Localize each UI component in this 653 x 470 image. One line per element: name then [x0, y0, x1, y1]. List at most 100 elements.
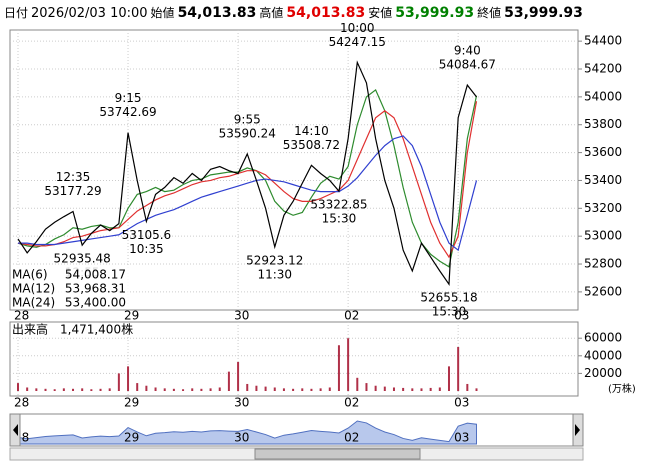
volume-bar — [200, 388, 203, 391]
navigator-label: 30 — [234, 431, 249, 445]
y-tick-label: 53200 — [584, 201, 622, 215]
volume-bar — [273, 387, 276, 391]
annotation-time: 12:35 — [56, 170, 91, 184]
volume-bar — [475, 388, 478, 391]
volume-title: 出来高 1,471,400株 — [12, 322, 133, 337]
ma-line — [18, 135, 478, 252]
volume-bar — [246, 383, 249, 391]
volume-bar — [117, 373, 120, 391]
y-tick-label: 60000 — [584, 331, 622, 345]
volume-bar — [347, 338, 350, 391]
volume-bar — [237, 361, 240, 391]
y-tick-label: 53400 — [584, 173, 622, 187]
price-line — [17, 60, 477, 286]
legend-value: 53,968.31 — [65, 282, 126, 296]
volume-bar — [191, 388, 194, 391]
volume-bar — [264, 386, 267, 391]
navigator-label: 29 — [124, 431, 139, 445]
volume-bar — [127, 366, 130, 391]
volume-bar — [53, 389, 56, 391]
volume-bar — [282, 388, 285, 391]
legend-name: MA(24) — [12, 296, 55, 310]
volume-bar — [35, 388, 38, 391]
header-label: 日付 — [4, 6, 29, 20]
volume-bar — [301, 388, 304, 391]
annotation-time: 9:55 — [234, 112, 261, 126]
ma-line — [17, 88, 478, 268]
header-value: 54,013.83 — [177, 5, 257, 21]
volume-bar — [26, 387, 29, 391]
volume-bar — [310, 388, 313, 391]
x-tick-label: 02 — [344, 396, 359, 410]
volume-bar — [420, 388, 423, 391]
y-tick-label: 52600 — [584, 284, 622, 298]
header-value: 2026/02/03 10:00 — [31, 6, 148, 21]
annotation-time: 10:00 — [340, 21, 375, 35]
annotation-time: 9:40 — [454, 44, 481, 58]
x-tick-label: 28 — [14, 309, 29, 323]
volume-bar — [429, 387, 432, 391]
y-tick-label: 54400 — [584, 34, 622, 48]
volume-bar — [466, 383, 469, 391]
header-value: 53,999.93 — [504, 5, 583, 21]
y-tick-label: 53800 — [584, 117, 622, 131]
volume-bar — [402, 387, 405, 391]
header: 日付 2026/02/03 10:00 始値 54,013.83 高値 54,013.83… — [4, 0, 586, 26]
nav-left-arrow — [13, 424, 18, 436]
volume-bar — [209, 388, 212, 391]
ma-line — [17, 101, 478, 259]
annotation-value: 53177.29 — [44, 184, 101, 198]
volume-bar — [411, 388, 414, 391]
annotation-value: 52935.48 — [54, 252, 111, 266]
nav-right-arrow — [575, 424, 580, 436]
volume-bar — [328, 387, 331, 391]
annotation-value: 54247.15 — [329, 35, 386, 49]
annotation-value: 53508.72 — [283, 138, 340, 152]
volume-panel — [9, 321, 579, 397]
volume-bar — [17, 383, 19, 391]
price-panel — [9, 29, 579, 311]
volume-bar — [136, 383, 139, 391]
header-label: 高値 — [259, 6, 284, 20]
y-tick-label: 40000 — [584, 348, 622, 362]
annotation-time: 14:10 — [294, 124, 329, 138]
y-tick-label: 53600 — [584, 145, 622, 159]
annotation-value: 53742.69 — [99, 105, 156, 119]
annotation-time: 11:30 — [257, 267, 292, 281]
y-tick-label: 54000 — [584, 89, 622, 103]
annotation-time: 15:30 — [322, 212, 357, 226]
volume-bar — [392, 387, 395, 391]
volume-bar — [337, 345, 340, 391]
annotation-value: 53590.24 — [219, 126, 276, 140]
navigator-label: 02 — [344, 431, 359, 445]
volume-bar — [72, 388, 75, 391]
annotation-value: 53322.85 — [310, 198, 367, 212]
volume-bar — [145, 385, 148, 391]
volume-bar — [227, 371, 230, 391]
volume-bar — [447, 366, 450, 391]
volume-bar — [163, 388, 166, 391]
navigator-label: 03 — [454, 431, 469, 445]
annotation-value: 53105.6 — [122, 228, 172, 242]
y-tick-label: 53000 — [584, 229, 622, 243]
header-value: 53,999.93 — [395, 5, 475, 21]
scroll-thumb[interactable] — [254, 448, 421, 460]
legend-value: 53,400.00 — [65, 296, 126, 310]
volume-bar — [62, 388, 65, 391]
volume-bar — [81, 388, 84, 391]
volume-bar — [172, 388, 175, 391]
y-tick-label: 52800 — [584, 257, 622, 271]
volume-bar — [44, 388, 47, 391]
x-tick-label: 02 — [344, 309, 359, 323]
volume-bar — [154, 387, 157, 391]
volume-bar — [438, 387, 441, 391]
header-label: 終値 — [477, 6, 502, 20]
y-tick-label: 54200 — [584, 62, 622, 76]
header-value: 54,013.83 — [286, 5, 366, 21]
header-label: 始値 — [150, 6, 175, 20]
volume-bar — [218, 387, 221, 391]
y-unit: (万株) — [608, 382, 636, 395]
x-tick-label: 03 — [454, 396, 469, 410]
